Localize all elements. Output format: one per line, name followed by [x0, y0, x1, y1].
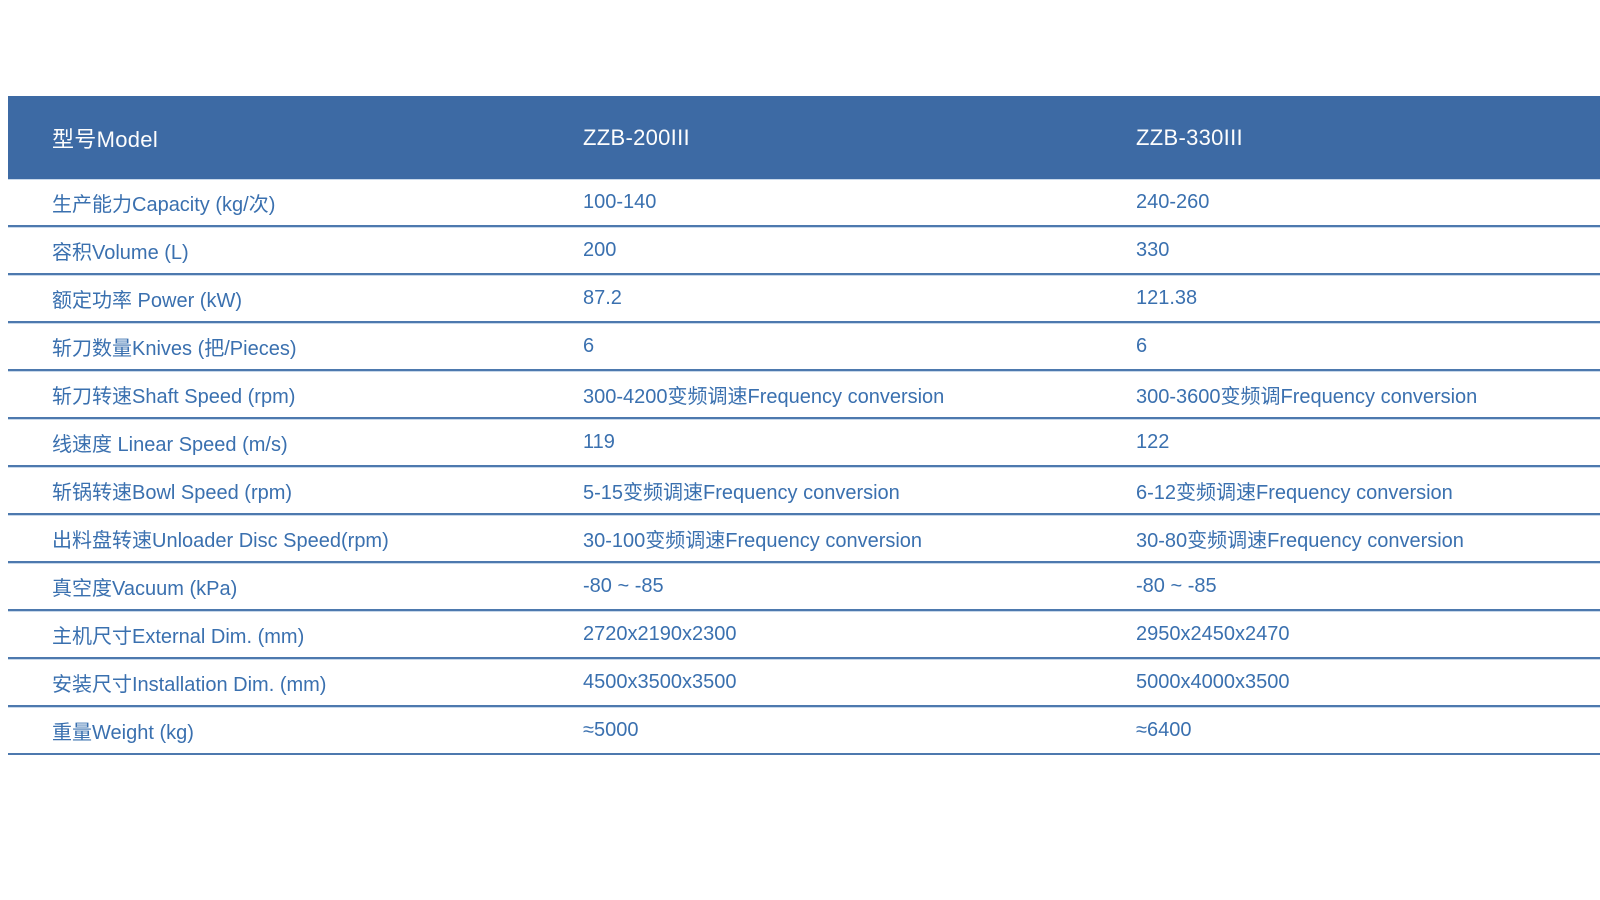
row-value-model1: -80 ~ -85 [583, 575, 664, 597]
row-value-model1: 200 [583, 239, 617, 261]
row-value-model2: 5000x4000x3500 [1136, 671, 1290, 693]
row-label: 斩刀转速Shaft Speed (rpm) [52, 386, 296, 408]
row-value-model1: ≈5000 [583, 719, 639, 741]
table-row: 斩刀数量Knives (把/Pieces) 6 6 [8, 323, 1600, 371]
table-row: 真空度Vacuum (kPa) -80 ~ -85 -80 ~ -85 [8, 563, 1600, 611]
row-label: 斩锅转速Bowl Speed (rpm) [52, 482, 293, 504]
table-row: 线速度 Linear Speed (m/s) 119 122 [8, 419, 1600, 467]
row-label: 安装尺寸Installation Dim. (mm) [52, 674, 327, 696]
table-row: 额定功率 Power (kW) 87.2 121.38 [8, 275, 1600, 323]
row-value-model1: 87.2 [583, 287, 622, 309]
row-value-model2: 240-260 [1136, 191, 1210, 213]
spec-table: 型号Model ZZB-200III ZZB-330III 生产能力Capaci… [8, 96, 1600, 755]
row-value-model2: 2950x2450x2470 [1136, 623, 1290, 645]
row-value-model2: 121.38 [1136, 287, 1198, 309]
row-label: 斩刀数量Knives (把/Pieces) [52, 338, 297, 360]
table-row: 安装尺寸Installation Dim. (mm) 4500x3500x350… [8, 659, 1600, 707]
row-value-model1: 4500x3500x3500 [583, 671, 737, 693]
row-label: 出料盘转速Unloader Disc Speed(rpm) [52, 530, 389, 552]
table-row: 斩刀转速Shaft Speed (rpm) 300-4200变频调速Freque… [8, 371, 1600, 419]
row-value-model2: ≈6400 [1136, 719, 1192, 741]
row-value-model1: 2720x2190x2300 [583, 623, 737, 645]
row-value-model2: 122 [1136, 431, 1170, 453]
row-value-model2: 6 [1136, 335, 1148, 357]
row-value-model2: 30-80变频调速Frequency conversion [1136, 530, 1464, 552]
row-label: 生产能力Capacity (kg/次) [52, 194, 276, 216]
table-row: 容积Volume (L) 200 330 [8, 227, 1600, 275]
row-value-model2: 300-3600变频调Frequency conversion [1136, 386, 1478, 408]
row-value-model2: 330 [1136, 239, 1170, 261]
row-value-model1: 119 [583, 431, 615, 453]
row-label: 真空度Vacuum (kPa) [52, 578, 238, 600]
header-model-label: 型号Model [52, 126, 159, 152]
row-label: 重量Weight (kg) [52, 722, 194, 744]
row-label: 容积Volume (L) [52, 242, 189, 264]
table-row: 生产能力Capacity (kg/次) 100-140 240-260 [8, 179, 1600, 227]
row-value-model1: 100-140 [583, 191, 657, 213]
row-label: 主机尺寸External Dim. (mm) [52, 626, 305, 648]
row-label: 线速度 Linear Speed (m/s) [52, 434, 288, 456]
row-label: 额定功率 Power (kW) [52, 290, 242, 312]
row-value-model1: 300-4200变频调速Frequency conversion [583, 386, 945, 408]
header-model-1: ZZB-200III [583, 124, 690, 150]
header-model-2: ZZB-330III [1136, 124, 1243, 150]
table-row: 主机尺寸External Dim. (mm) 2720x2190x2300 29… [8, 611, 1600, 659]
row-value-model2: 6-12变频调速Frequency conversion [1136, 482, 1453, 504]
table-header-row: 型号Model ZZB-200III ZZB-330III [8, 96, 1600, 179]
row-value-model2: -80 ~ -85 [1136, 575, 1217, 597]
table-row: 斩锅转速Bowl Speed (rpm) 5-15变频调速Frequency c… [8, 467, 1600, 515]
table-row: 出料盘转速Unloader Disc Speed(rpm) 30-100变频调速… [8, 515, 1600, 563]
row-value-model1: 30-100变频调速Frequency conversion [583, 530, 923, 552]
row-value-model1: 6 [583, 335, 595, 357]
table-row: 重量Weight (kg) ≈5000 ≈6400 [8, 707, 1600, 755]
row-value-model1: 5-15变频调速Frequency conversion [583, 482, 900, 504]
